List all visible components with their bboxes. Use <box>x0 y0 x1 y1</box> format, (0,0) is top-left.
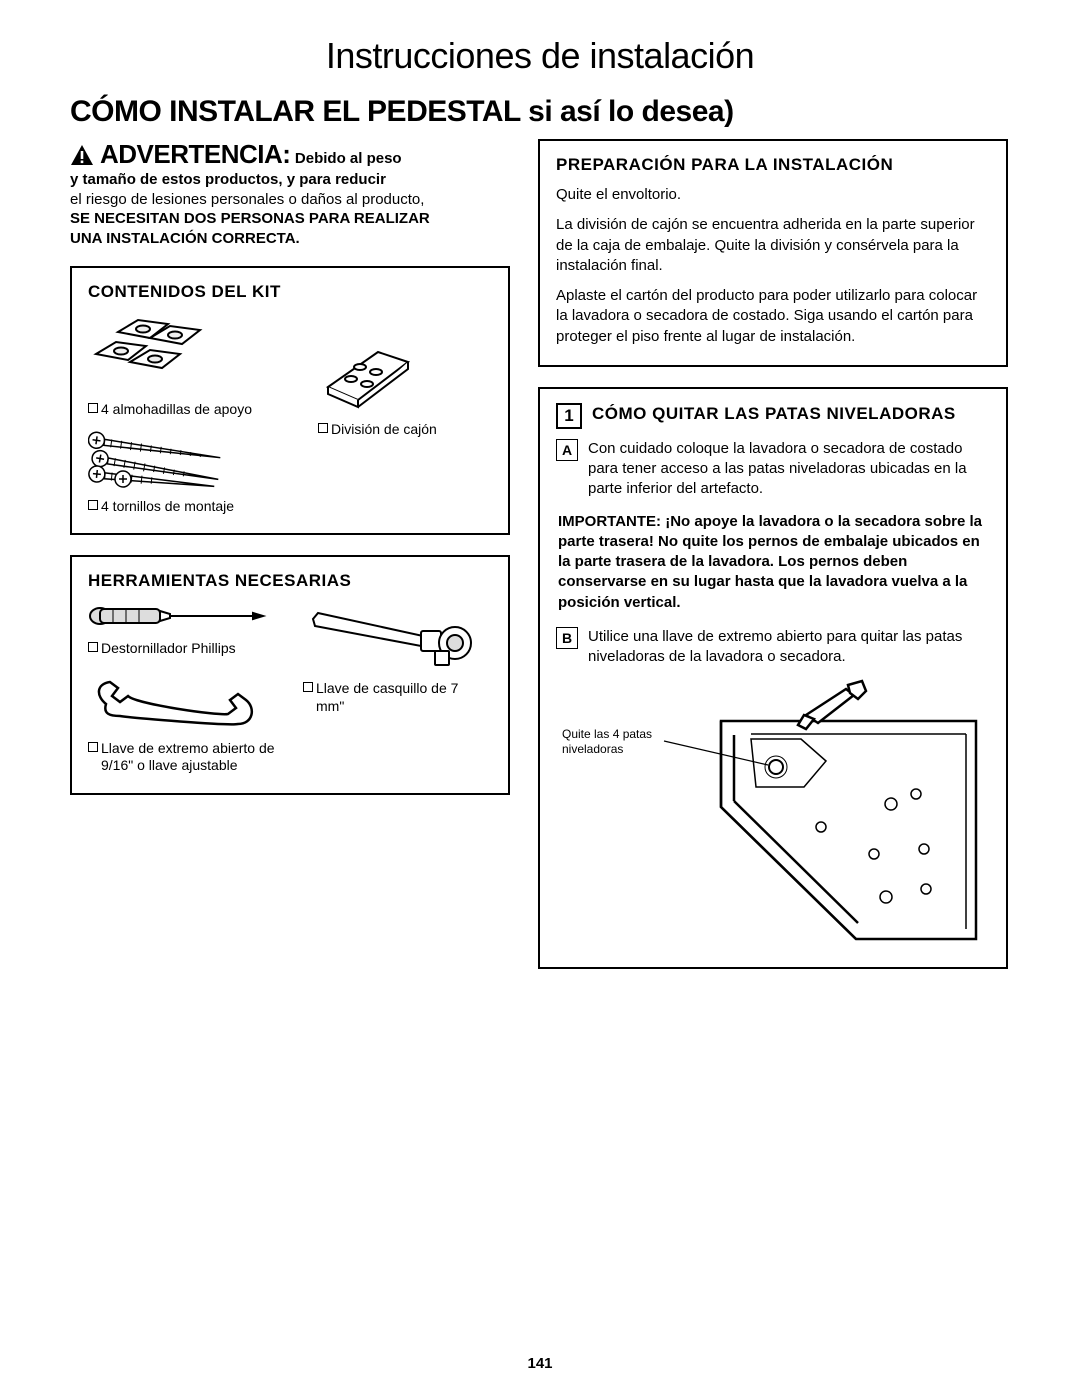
divider-icon <box>318 342 488 417</box>
checkbox-icon <box>88 742 98 752</box>
tools-heading: HERRAMIENTAS NECESARIAS <box>88 571 492 591</box>
checkbox-icon <box>88 500 98 510</box>
substep-a-text: Con cuidado coloque la lavadora o secado… <box>588 439 990 500</box>
phillips-screwdriver-icon <box>88 601 283 636</box>
warning-block: ADVERTENCIA: Debido al peso y tamaño de … <box>70 139 510 248</box>
warning-line2: y tamaño de estos productos, y para redu… <box>70 171 386 188</box>
section-title: CÓMO INSTALAR EL PEDESTAL si así lo dese… <box>70 95 1010 129</box>
checkbox-icon <box>318 423 328 433</box>
screws-icon <box>88 429 288 494</box>
main-columns: ADVERTENCIA: Debido al peso y tamaño de … <box>70 139 1010 989</box>
warning-body: y tamaño de estos productos, y para redu… <box>70 170 510 248</box>
checkbox-icon <box>303 682 313 692</box>
kit-pads-label: 4 almohadillas de apoyo <box>101 401 252 419</box>
checkbox-icon <box>88 403 98 413</box>
prep-heading: PREPARACIÓN PARA LA INSTALACIÓN <box>556 155 990 175</box>
warning-label: ADVERTENCIA: <box>100 139 290 169</box>
preparation-box: PREPARACIÓN PARA LA INSTALACIÓN Quite el… <box>538 139 1008 367</box>
important-note: IMPORTANTE: ¡No apoye la lavadora o la s… <box>556 512 990 613</box>
prep-p3: Aplaste el cartón del producto para pode… <box>556 286 990 347</box>
page-title: Instrucciones de instalación <box>70 35 1010 77</box>
page-number: 141 <box>0 1355 1080 1372</box>
substep-b-letter: B <box>556 627 578 649</box>
kit-contents-box: CONTENIDOS DEL KIT 4 almohad <box>70 266 510 535</box>
kit-divider-label: División de cajón <box>331 421 437 439</box>
warning-line3: el riesgo de lesiones personales o daños… <box>70 191 424 208</box>
prep-p2: La división de cajón se encuentra adheri… <box>556 215 990 276</box>
step1-box: 1 CÓMO QUITAR LAS PATAS NIVELADORAS A Co… <box>538 387 1008 970</box>
tools-wrench-label: Llave de extremo abierto de 9/16" o llav… <box>101 740 283 775</box>
warning-sub: Debido al peso <box>295 150 402 167</box>
checkbox-icon <box>88 642 98 652</box>
substep-a-letter: A <box>556 439 578 461</box>
tools-socket-label: Llave de casquillo de 7 mm" <box>316 680 483 715</box>
prep-p1: Quite el envoltorio. <box>556 185 990 205</box>
leveling-legs-diagram: Quite las 4 patas niveladoras <box>556 679 990 949</box>
socket-wrench-icon <box>303 601 483 676</box>
step-number-box: 1 <box>556 403 582 429</box>
kit-heading: CONTENIDOS DEL KIT <box>88 282 492 302</box>
substep-b-text: Utilice una llave de extremo abierto par… <box>588 627 990 668</box>
kit-screws-label: 4 tornillos de montaje <box>101 498 234 516</box>
left-column: ADVERTENCIA: Debido al peso y tamaño de … <box>70 139 510 989</box>
open-wrench-icon <box>88 676 283 736</box>
warning-line4: SE NECESITAN DOS PERSONAS PARA REALIZAR <box>70 210 430 227</box>
pads-icon <box>88 312 288 397</box>
tools-phillips-label: Destornillador Phillips <box>101 640 236 658</box>
step1-title: CÓMO QUITAR LAS PATAS NIVELADORAS <box>592 403 956 425</box>
tools-box: HERRAMIENTAS NECESARIAS <box>70 555 510 795</box>
warning-triangle-icon <box>70 144 94 166</box>
right-column: PREPARACIÓN PARA LA INSTALACIÓN Quite el… <box>538 139 1008 989</box>
warning-line5: UNA INSTALACIÓN CORRECTA. <box>70 230 300 247</box>
washer-bottom-diagram-icon <box>556 679 996 949</box>
diagram-caption: Quite las 4 patas niveladoras <box>562 727 662 756</box>
